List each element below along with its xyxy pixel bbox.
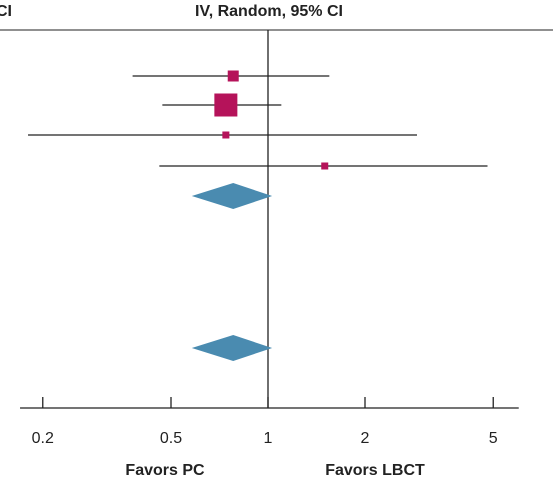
study-rows (28, 70, 488, 170)
study-estimate-marker (214, 93, 238, 117)
x-tick-label: 5 (489, 430, 498, 447)
favors-left-label: Favors PC (125, 462, 205, 479)
x-tick-label: 0.5 (160, 430, 182, 447)
x-tick-label: 0.2 (32, 430, 54, 447)
x-ticks: 0.2 0.5 1 2 5 (32, 397, 498, 447)
favors-right-label: Favors LBCT (325, 462, 425, 479)
x-tick-label: 1 (264, 430, 273, 447)
study-estimate-marker (227, 70, 239, 82)
pooled-diamond (191, 183, 273, 209)
header-method: IV, Random, 95% CI (195, 3, 343, 20)
header-ci-fragment: CI (0, 3, 12, 20)
study-estimate-marker (222, 131, 230, 139)
study-estimate-marker (321, 162, 329, 170)
pooled-diamond (191, 335, 273, 361)
pooled-diamonds (191, 183, 273, 361)
x-tick-label: 2 (361, 430, 370, 447)
